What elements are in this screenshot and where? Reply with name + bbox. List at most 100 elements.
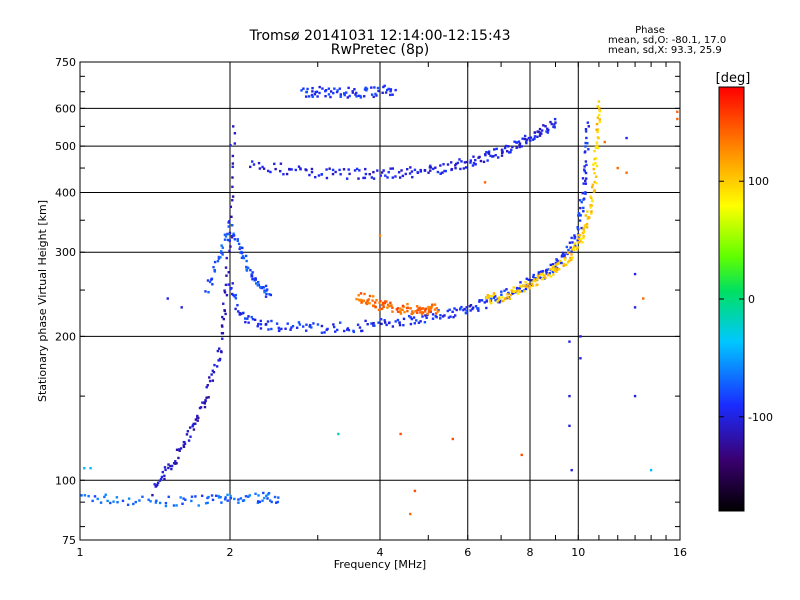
trace-point <box>379 174 382 177</box>
trace-point <box>593 172 596 175</box>
trace-point <box>106 499 109 503</box>
trace-point <box>217 347 221 350</box>
chart-subtitle: RwPretec (8p) <box>331 42 429 58</box>
trace-point <box>555 258 559 262</box>
trace-point <box>347 168 350 171</box>
trace-point <box>276 500 280 504</box>
trace-point <box>596 130 599 134</box>
trace-point <box>429 164 432 168</box>
scatter-point <box>568 340 571 343</box>
trace-point <box>423 310 427 313</box>
trace-point <box>565 245 569 249</box>
trace-point <box>336 89 339 92</box>
trace-point <box>567 248 570 252</box>
trace-point <box>257 280 260 284</box>
trace-point <box>262 491 265 495</box>
trace-point <box>589 195 592 198</box>
trace-point <box>208 379 212 383</box>
trace-point <box>590 196 593 200</box>
trace-point <box>228 239 231 242</box>
trace-point <box>514 289 517 293</box>
trace-point <box>206 279 210 282</box>
trace-point <box>582 198 585 201</box>
trace-point <box>391 325 395 328</box>
trace-point <box>226 499 229 502</box>
trace-point <box>474 305 478 308</box>
trace-point <box>509 293 513 297</box>
trace-point <box>568 259 571 263</box>
trace-point <box>358 169 361 172</box>
trace-point <box>310 93 314 97</box>
trace-point <box>297 321 301 324</box>
trace-point <box>257 322 260 326</box>
trace-point <box>472 161 476 165</box>
trace-point <box>291 324 295 328</box>
trace-point <box>585 222 589 226</box>
trace-point <box>399 307 402 310</box>
trace-point <box>549 263 552 267</box>
trace-point <box>520 145 523 148</box>
trace-point <box>348 172 351 176</box>
trace-point <box>238 312 241 315</box>
trace-point <box>462 308 465 312</box>
trace-point <box>227 232 230 236</box>
trace-point <box>375 94 378 97</box>
trace-point <box>204 502 208 505</box>
trace-point <box>228 231 232 235</box>
trace-point <box>374 305 377 309</box>
trace-point <box>121 499 125 503</box>
trace-point <box>384 174 387 177</box>
trace-point <box>452 315 455 319</box>
trace-point <box>263 289 266 292</box>
trace-point <box>302 87 305 90</box>
trace-point <box>485 296 489 299</box>
trace-point <box>196 414 199 418</box>
trace-point <box>456 161 460 165</box>
trace-point <box>580 226 583 230</box>
trace-point <box>483 301 486 304</box>
trace-point <box>570 253 573 256</box>
trace-point <box>505 288 508 291</box>
trace-point <box>474 158 477 162</box>
trace-point <box>582 182 585 185</box>
trace-point <box>229 205 233 209</box>
trace-point <box>261 286 265 289</box>
trace-point <box>244 320 247 324</box>
trace-point <box>474 163 477 166</box>
trace-point <box>419 170 423 173</box>
scatter-point <box>568 394 571 398</box>
scatter-point <box>520 453 523 457</box>
trace-point <box>230 234 234 238</box>
trace-point <box>387 87 390 91</box>
trace-point <box>172 461 176 465</box>
trace-point <box>487 294 491 298</box>
trace-point <box>586 142 589 145</box>
trace-point <box>223 238 227 241</box>
trace-point <box>495 147 498 151</box>
trace-point <box>595 122 599 126</box>
trace-point <box>528 287 531 290</box>
trace-point <box>584 182 588 185</box>
scatter-point <box>633 394 637 398</box>
trace-point <box>429 166 432 169</box>
trace-point <box>434 312 438 315</box>
trace-point <box>592 167 595 171</box>
trace-point <box>236 239 239 243</box>
trace-point <box>261 499 264 502</box>
trace-point <box>211 369 214 372</box>
trace-point <box>223 233 227 236</box>
trace-point <box>382 301 385 305</box>
trace-point <box>538 276 541 279</box>
trace-point <box>218 358 222 362</box>
trace-point <box>442 163 445 166</box>
trace-point <box>277 326 280 330</box>
trace-point <box>582 210 585 213</box>
trace-point <box>584 171 588 175</box>
trace-point <box>583 150 587 153</box>
trace-point <box>312 322 315 325</box>
trace-point <box>254 492 257 496</box>
trace-point <box>231 162 235 165</box>
trace-point <box>244 254 248 258</box>
trace-point <box>582 229 586 232</box>
trace-point <box>593 180 596 184</box>
